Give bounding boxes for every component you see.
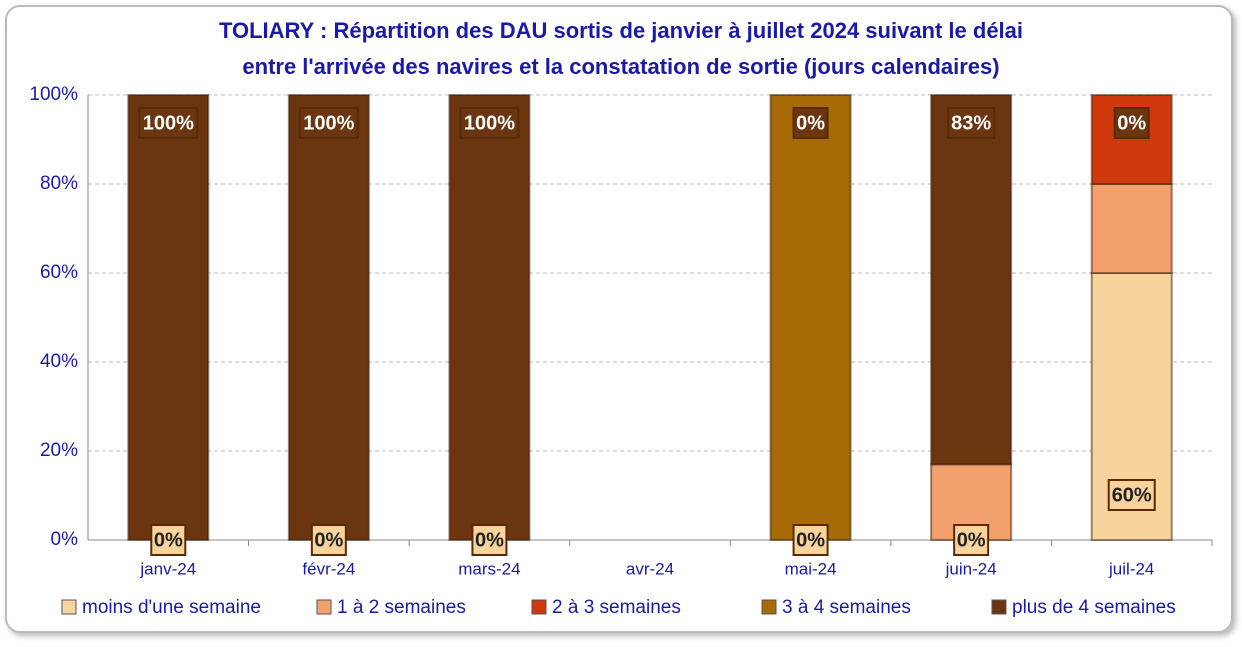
value-label-box	[298, 107, 359, 139]
legend-label: 2 à 3 semaines	[552, 597, 681, 618]
legend-swatch	[61, 599, 77, 615]
value-label: 0%	[957, 529, 986, 551]
y-tick-label: 0%	[51, 529, 79, 550]
legend-label: 1 à 2 semaines	[337, 597, 466, 618]
bar-segment	[287, 94, 370, 541]
value-label-box	[138, 107, 199, 139]
x-tick-label: avr-24	[626, 559, 674, 578]
value-label: 0%	[475, 529, 504, 551]
value-label-box	[150, 524, 187, 556]
bar-segment	[769, 94, 852, 541]
legend-label: 3 à 4 semaines	[782, 597, 911, 618]
bar-segment	[127, 94, 210, 541]
value-label: 0%	[314, 529, 343, 551]
x-tick-label: mars-24	[458, 559, 520, 578]
y-tick-label: 40%	[40, 351, 78, 372]
chart-title: TOLIARY : Répartition des DAU sortis de …	[219, 18, 1023, 43]
value-label-box	[471, 524, 508, 556]
bar-segment	[448, 94, 531, 541]
y-tick-label: 20%	[40, 440, 78, 461]
legend-swatch	[531, 599, 547, 615]
value-label-box	[792, 524, 829, 556]
y-tick-label: 80%	[40, 173, 78, 194]
value-label: 0%	[796, 529, 825, 551]
chart-title: entre l'arrivée des navires et la consta…	[242, 54, 999, 79]
x-tick-label: janv-24	[139, 559, 196, 578]
value-label-box	[953, 524, 990, 556]
legend-swatch	[316, 599, 332, 615]
bar-segment	[1090, 183, 1173, 274]
x-tick-label: févr-24	[302, 559, 355, 578]
legend-label: plus de 4 semaines	[1012, 597, 1176, 618]
y-tick-label: 60%	[40, 262, 78, 283]
value-label: 83%	[951, 112, 991, 134]
value-label: 0%	[154, 529, 183, 551]
value-label-box	[947, 107, 996, 139]
value-label-box	[459, 107, 520, 139]
x-tick-label: juin-24	[945, 559, 997, 578]
legend-swatch	[991, 599, 1007, 615]
legend-swatch	[761, 599, 777, 615]
value-label: 100%	[303, 112, 354, 134]
value-label: 0%	[796, 112, 825, 134]
value-label: 60%	[1112, 484, 1152, 506]
value-label-box	[310, 524, 347, 556]
value-label: 100%	[464, 112, 515, 134]
bar-segment	[930, 94, 1013, 466]
x-tick-label: mai-24	[785, 559, 837, 578]
value-label: 0%	[1117, 112, 1146, 134]
y-tick-label: 100%	[29, 84, 78, 105]
x-tick-label: juil-24	[1108, 559, 1154, 578]
value-label-box	[1107, 479, 1156, 511]
legend-label: moins d'une semaine	[82, 597, 261, 618]
value-label-box	[1113, 107, 1150, 139]
value-label: 100%	[143, 112, 194, 134]
value-label-box	[792, 107, 829, 139]
